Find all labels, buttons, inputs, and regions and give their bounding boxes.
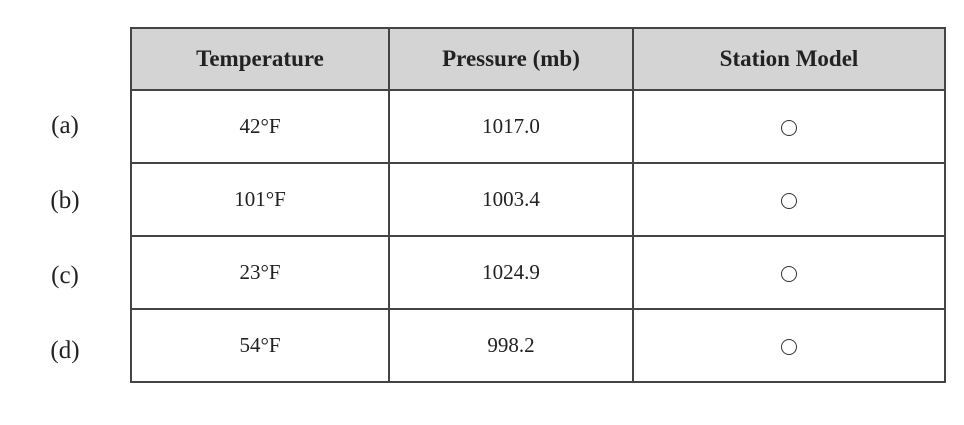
circle [781, 266, 797, 283]
pressure: 1024.9 [388, 235, 634, 310]
row-label: (d) [50, 337, 80, 364]
station-model [632, 308, 946, 383]
temperature: 23°F [130, 235, 390, 310]
station-model [632, 89, 946, 164]
circle [781, 120, 797, 137]
row-label: (b) [50, 187, 80, 214]
pressure: 1017.0 [388, 89, 634, 164]
header-cell: Station Model [632, 27, 946, 91]
temperature: 101°F [130, 162, 390, 237]
circle [781, 193, 797, 210]
row-label: (c) [51, 262, 79, 289]
row-label: (a) [51, 112, 79, 139]
station-model [632, 235, 946, 310]
row: 54°F 998.2 [130, 308, 946, 383]
header-cell: Temperature [130, 27, 390, 91]
header-cell: Pressure (mb) [388, 27, 634, 91]
circle [781, 339, 797, 356]
row: 101°F 1003.4 [130, 162, 946, 237]
station-model [632, 162, 946, 237]
temperature: 54°F [130, 308, 390, 383]
row: 23°F 1024.9 [130, 235, 946, 310]
pressure: 1003.4 [388, 162, 634, 237]
header-row: Temperature Pressure (mb) Station Model [130, 27, 946, 91]
table: Temperature Pressure (mb) Station Model … [130, 27, 946, 383]
pressure: 998.2 [388, 308, 634, 383]
temperature: 42°F [130, 89, 390, 164]
row: 42°F 1017.0 [130, 89, 946, 164]
